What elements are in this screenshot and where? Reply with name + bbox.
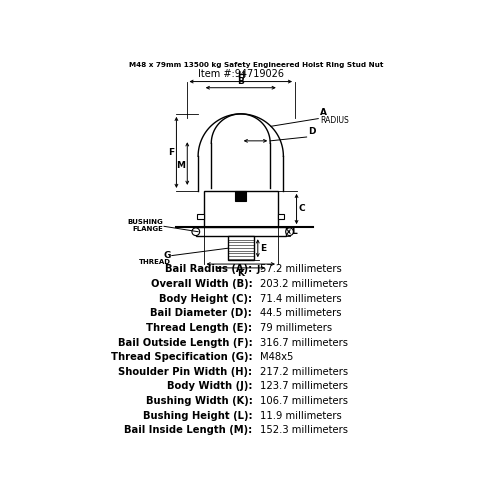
- Text: 123.7 millimeters: 123.7 millimeters: [260, 382, 348, 392]
- Text: 316.7 millimeters: 316.7 millimeters: [260, 338, 348, 347]
- Text: H: H: [237, 71, 244, 80]
- Text: M48 x 79mm 13500 kg Safety Engineered Hoist Ring Stud Nut: M48 x 79mm 13500 kg Safety Engineered Ho…: [129, 62, 384, 68]
- Bar: [204, 191, 278, 227]
- Text: RADIUS: RADIUS: [320, 116, 348, 125]
- Bar: [196, 227, 286, 236]
- Text: 217.2 millimeters: 217.2 millimeters: [260, 367, 348, 377]
- Text: 106.7 millimeters: 106.7 millimeters: [260, 396, 348, 406]
- Circle shape: [286, 228, 294, 235]
- Text: M48x5: M48x5: [260, 352, 294, 362]
- Text: Bail Diameter (D):: Bail Diameter (D):: [150, 308, 252, 318]
- Text: Bushing Height (L):: Bushing Height (L):: [143, 410, 252, 420]
- Text: Shoulder Pin Width (H):: Shoulder Pin Width (H):: [118, 367, 252, 377]
- Text: 203.2 millimeters: 203.2 millimeters: [260, 279, 348, 289]
- Text: 152.3 millimeters: 152.3 millimeters: [260, 426, 348, 436]
- Text: 11.9 millimeters: 11.9 millimeters: [260, 410, 342, 420]
- Text: L: L: [291, 227, 297, 236]
- Text: Bushing Width (K):: Bushing Width (K):: [146, 396, 252, 406]
- Text: B: B: [238, 77, 244, 86]
- Text: 71.4 millimeters: 71.4 millimeters: [260, 294, 342, 304]
- Text: Bail Inside Length (M):: Bail Inside Length (M):: [124, 426, 252, 436]
- Bar: [228, 236, 254, 260]
- Bar: [236, 191, 246, 201]
- Text: Body Height (C):: Body Height (C):: [159, 294, 252, 304]
- Text: F: F: [168, 148, 174, 157]
- Bar: [198, 214, 203, 220]
- Text: D: D: [308, 127, 316, 136]
- Text: J: J: [256, 265, 260, 274]
- Text: Thread Length (E):: Thread Length (E):: [146, 323, 252, 333]
- Text: Item #:94719026: Item #:94719026: [198, 69, 284, 79]
- Text: 79 millimeters: 79 millimeters: [260, 323, 332, 333]
- Text: BUSHING: BUSHING: [128, 220, 163, 226]
- Text: Body Width (J):: Body Width (J):: [167, 382, 252, 392]
- Bar: [278, 214, 284, 220]
- Text: E: E: [260, 244, 266, 253]
- Text: 57.2 millimeters: 57.2 millimeters: [260, 264, 342, 274]
- Circle shape: [192, 228, 200, 235]
- Text: C: C: [299, 204, 306, 214]
- Text: THREAD: THREAD: [139, 258, 171, 264]
- Text: Overall Width (B):: Overall Width (B):: [150, 279, 252, 289]
- Text: A: A: [320, 108, 327, 117]
- Text: 44.5 millimeters: 44.5 millimeters: [260, 308, 342, 318]
- Text: G: G: [164, 251, 171, 260]
- Text: Thread Specification (G):: Thread Specification (G):: [111, 352, 253, 362]
- Text: M: M: [176, 161, 185, 170]
- Text: FLANGE: FLANGE: [132, 226, 163, 232]
- Text: K: K: [238, 270, 244, 278]
- Text: Bail Radius (A):: Bail Radius (A):: [165, 264, 252, 274]
- Text: Bail Outside Length (F):: Bail Outside Length (F):: [118, 338, 252, 347]
